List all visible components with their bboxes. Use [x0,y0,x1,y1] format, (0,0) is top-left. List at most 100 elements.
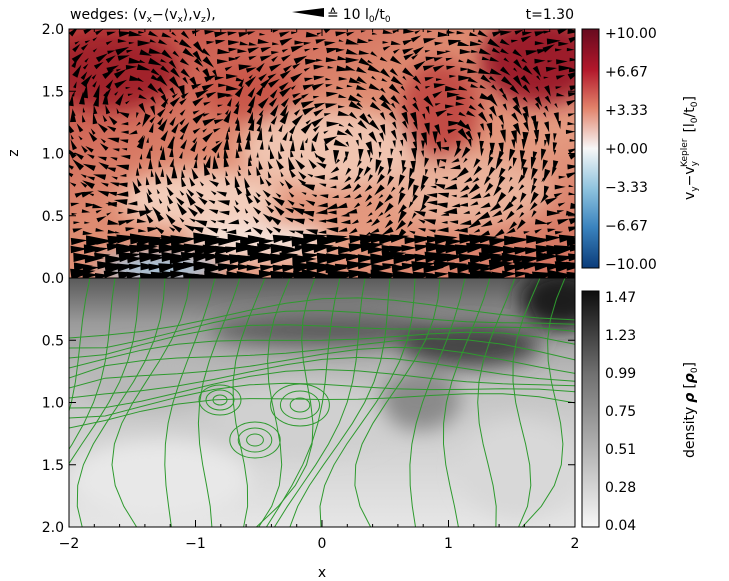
velocity-wedge [223,154,229,168]
velocity-wedge [113,69,127,79]
velocity-wedge [270,115,278,125]
velocity-wedge [93,61,104,70]
velocity-wedge [193,41,204,54]
velocity-wedge [530,156,537,170]
velocity-wedge [379,56,388,62]
velocity-wedge [567,164,575,170]
velocity-wedge [247,235,266,243]
field-line [69,382,575,419]
velocity-wedge [346,208,358,214]
velocity-wedge [349,111,358,120]
velocity-wedge [553,112,559,124]
velocity-wedge [521,158,527,171]
velocity-wedge [436,227,449,233]
velocity-wedge [237,140,243,152]
velocity-wedge [434,103,441,106]
velocity-wedge [236,131,242,143]
velocity-wedge [466,110,476,117]
velocity-wedge [169,116,176,126]
velocity-wedge [105,79,114,90]
velocity-wedge [179,133,185,140]
field-line [69,324,575,359]
velocity-wedge [142,113,151,127]
velocity-wedge [283,65,293,73]
velocity-wedge [478,48,491,55]
field-line [164,278,216,527]
velocity-wedge [449,74,457,78]
velocity-wedge [279,37,293,46]
velocity-colorbar-tick-label: +3.33 [605,103,648,119]
top-y-tick-label: 2.0 [42,22,64,38]
velocity-wedge [204,235,230,247]
velocity-wedge [423,95,434,108]
velocity-wedge [211,141,223,154]
velocity-wedge [337,55,348,61]
velocity-wedge [540,193,549,204]
velocity-wedge [115,231,121,234]
field-line-vortex [229,421,281,459]
velocity-wedge [398,192,406,206]
velocity-wedge [558,175,566,179]
velocity-wedge [425,106,430,115]
velocity-wedge [325,77,331,81]
velocity-wedge [502,93,508,101]
velocity-wedge [346,31,355,37]
velocity-wedge [308,218,314,222]
velocity-wedge [81,191,94,198]
velocity-wedge [357,160,362,168]
velocity-wedge [556,92,565,97]
velocity-wedge [294,40,305,45]
velocity-wedge [387,175,395,187]
velocity-wedge [486,93,498,107]
velocity-wedge [390,76,404,86]
velocity-wedge [160,168,165,177]
field-line [69,278,116,451]
velocity-wedge [425,85,431,89]
velocity-wedge [145,176,150,186]
velocity-wedge [114,91,119,96]
velocity-wedge [544,85,551,97]
velocity-wedge [213,119,224,125]
velocity-wedge [343,194,351,198]
velocity-wedge [120,154,131,160]
velocity-wedge [365,141,373,156]
velocity-wedge [378,151,382,159]
velocity-wedge [420,132,427,146]
velocity-wedge [438,166,445,169]
velocity-wedge [335,202,348,209]
velocity-wedge [508,165,513,172]
velocity-colorbar-tick-label: −6.67 [605,219,648,235]
velocity-wedge [97,123,108,133]
velocity-wedge [116,68,122,72]
velocity-wedge [412,271,434,278]
velocity-wedge [359,113,371,126]
velocity-wedge [80,43,89,51]
velocity-wedge [234,116,238,125]
velocity-wedge [489,202,501,212]
velocity-wedge [234,185,243,196]
velocity-wedge [414,253,433,262]
velocity-wedge [160,65,170,73]
velocity-wedge [148,236,174,248]
velocity-wedge [488,149,494,158]
velocity-wedge [556,59,568,65]
velocity-wedge [358,148,364,162]
velocity-wedge [348,77,362,84]
velocity-wedge [382,45,391,51]
velocity-wedge [193,159,198,169]
velocity-wedge [356,101,364,108]
velocity-wedge [357,132,363,141]
velocity-wedge [357,120,368,130]
velocity-wedge [493,228,505,238]
velocity-wedge [463,157,468,163]
velocity-wedge [110,157,118,161]
velocity-wedge [69,182,77,187]
velocity-wedge [338,105,345,109]
velocity-wedge [465,123,472,132]
velocity-wedge [491,47,501,54]
velocity-wedge [337,227,348,232]
velocity-wedge [233,205,240,213]
velocity-wedge [510,236,529,245]
velocity-wedge [181,237,196,244]
velocity-wedge [529,202,538,211]
